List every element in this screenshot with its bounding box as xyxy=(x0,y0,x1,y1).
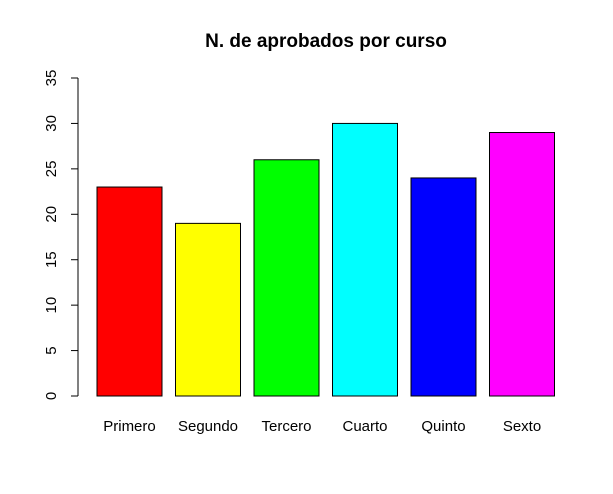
x-tick-label-quinto: Quinto xyxy=(421,418,465,435)
bars-group xyxy=(96,122,555,397)
chart-title: N. de aprobados por curso xyxy=(205,31,447,52)
bar-primero xyxy=(96,186,163,397)
y-tick-label-15: 15 xyxy=(43,251,60,268)
y-tick-label-5: 5 xyxy=(43,346,60,354)
x-tick-label-tercero: Tercero xyxy=(261,418,311,435)
y-tick-label-30: 30 xyxy=(43,115,60,132)
y-tick-label-35: 35 xyxy=(43,70,60,87)
y-tick-label-0: 0 xyxy=(43,392,60,400)
x-axis-labels: Primero Segundo Tercero Cuarto Quinto Sexto xyxy=(103,418,541,435)
y-tick-label-10: 10 xyxy=(43,297,60,314)
bar-quinto xyxy=(410,177,477,397)
bar-tercero xyxy=(253,159,320,397)
x-tick-label-segundo: Segundo xyxy=(178,418,238,435)
bar-sexto xyxy=(489,132,555,397)
y-tick-label-20: 20 xyxy=(43,206,60,223)
x-tick-label-sexto: Sexto xyxy=(503,418,541,435)
bar-segundo xyxy=(175,222,241,397)
y-tick-label-25: 25 xyxy=(43,161,60,178)
bar-cuarto xyxy=(332,122,398,397)
x-tick-label-cuarto: Cuarto xyxy=(342,418,387,435)
x-tick-label-primero: Primero xyxy=(103,418,156,435)
y-axis: 0 5 10 15 20 25 30 35 xyxy=(43,70,79,400)
